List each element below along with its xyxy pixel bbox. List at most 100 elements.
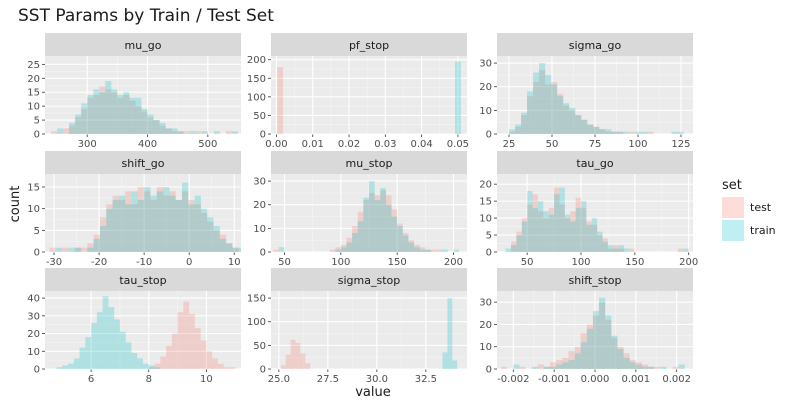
histogram-bar-train — [513, 364, 520, 369]
histogram-bar-test — [160, 356, 167, 369]
x-tick-label: 150 — [625, 257, 644, 268]
histogram-bar-train — [611, 335, 618, 369]
histogram-bar-train — [87, 95, 94, 134]
x-tick-label: 75 — [589, 139, 602, 150]
x-tick-label: 125 — [671, 139, 690, 150]
histogram-bar-test — [135, 106, 142, 134]
histogram-bar-test — [677, 248, 684, 252]
histogram-bar-train — [677, 131, 684, 134]
histogram-bar-test — [213, 230, 220, 252]
histogram-bar-train — [548, 214, 555, 252]
histogram-bar-test — [408, 240, 415, 252]
facet-sigma_go: sigma_go 25 50 75 100 125 0 10 20 30 — [479, 33, 693, 150]
histogram-bar-test — [159, 125, 166, 134]
y-tick-label: 50 — [253, 111, 266, 122]
histogram-bar-test — [551, 82, 558, 134]
histogram-bar-test — [219, 234, 227, 252]
histogram-bar-train — [570, 221, 576, 252]
histogram-bar-test — [374, 195, 381, 252]
histogram-bar-train — [219, 239, 227, 252]
y-tick-label: 0 — [260, 365, 266, 376]
histogram-bar-test — [207, 221, 214, 252]
histogram-bar-test — [617, 346, 624, 369]
histogram-bar-train — [137, 200, 145, 252]
x-tick-label: 0.000 — [581, 374, 610, 385]
histogram-bar-train — [385, 204, 392, 252]
histogram-bar-train — [641, 366, 649, 369]
histogram-bar-test — [543, 218, 549, 252]
histogram-bar-test — [171, 131, 178, 134]
histogram-bar-test — [177, 312, 184, 369]
y-axis-title: count — [8, 186, 23, 223]
y-tick-label: 30 — [253, 177, 266, 188]
y-tick-label: 30 — [27, 311, 40, 322]
histogram-bar-test — [568, 351, 575, 369]
x-tick-label: 10 — [200, 374, 213, 385]
histogram-bar-test — [200, 213, 208, 252]
histogram-bars — [509, 63, 684, 134]
histogram-bar-train — [613, 248, 619, 252]
histogram-bar-test — [419, 247, 426, 252]
panel-background — [497, 174, 693, 252]
histogram-bar-train — [181, 182, 189, 252]
histogram-bar-test — [273, 249, 279, 252]
facet-strip-label: mu_stop — [346, 157, 393, 170]
legend-key-test — [722, 197, 744, 218]
histogram-bar-train — [226, 243, 233, 252]
histogram-bar-train — [68, 247, 75, 252]
histogram-bar-train — [112, 200, 119, 252]
facet-strip-label: pf_stop — [349, 39, 389, 52]
histogram-bar-test — [537, 211, 544, 252]
histogram-bar-train — [123, 92, 130, 134]
histogram-bar-train — [605, 315, 612, 369]
histogram-bar-test — [527, 204, 533, 252]
histogram-bar-train — [335, 249, 341, 252]
histogram-bar-test — [586, 221, 592, 252]
facet-tau_stop: tau_stop 6 8 10 0 10 20 30 40 — [27, 268, 241, 385]
histogram-bar-train — [648, 366, 655, 369]
histogram-bar-test — [93, 234, 100, 252]
histogram-bar-test — [574, 346, 581, 369]
histogram-bar-test — [171, 333, 178, 369]
histogram-bar-test — [305, 363, 311, 369]
histogram-bar-test — [62, 247, 69, 252]
x-tick-label: 0.002 — [662, 374, 691, 385]
histogram-bar-test — [69, 125, 76, 134]
histogram-bar-train — [159, 122, 166, 134]
facet-strip-label: tau_stop — [119, 274, 166, 287]
histogram-bar-train — [564, 214, 571, 252]
histogram-bar-train — [532, 207, 538, 252]
histogram-bar-train — [188, 204, 195, 252]
chart-title: SST Params by Train / Test Set — [18, 6, 274, 26]
histogram-bar-test — [641, 364, 649, 369]
histogram-bar-test — [118, 200, 126, 252]
histogram-bar-test — [280, 365, 286, 369]
histogram-bar-test — [200, 340, 207, 369]
histogram-bar-test — [533, 82, 540, 134]
histogram-bar-train — [69, 122, 76, 134]
histogram-bar-train — [602, 241, 608, 252]
histogram-bar-train — [106, 208, 113, 252]
histogram-bar-test — [357, 211, 364, 252]
x-tick-label: 50 — [278, 257, 291, 268]
histogram-bar-test — [163, 195, 170, 252]
histogram-bar-test — [629, 248, 635, 252]
histogram-bar-train — [453, 249, 460, 252]
histogram-bar-test — [618, 248, 625, 252]
histogram-bar-train — [87, 247, 94, 252]
y-tick-label: 10 — [479, 214, 492, 225]
histogram-bar-test — [402, 233, 409, 252]
y-tick-label: 150 — [247, 74, 266, 85]
x-tick-label: 0.04 — [410, 139, 432, 150]
histogram-bars — [49, 182, 241, 252]
histogram-bar-train — [56, 367, 63, 369]
histogram-bar-test — [527, 96, 534, 134]
facet-strip-label: shift_go — [122, 157, 165, 170]
histogram-bar-test — [672, 366, 679, 369]
histogram-bar-test — [125, 191, 132, 252]
x-axis-title: value — [355, 385, 391, 400]
histogram-bar-test — [580, 333, 587, 369]
histogram-bar-test — [511, 241, 517, 252]
histogram-bar-train — [611, 131, 618, 134]
